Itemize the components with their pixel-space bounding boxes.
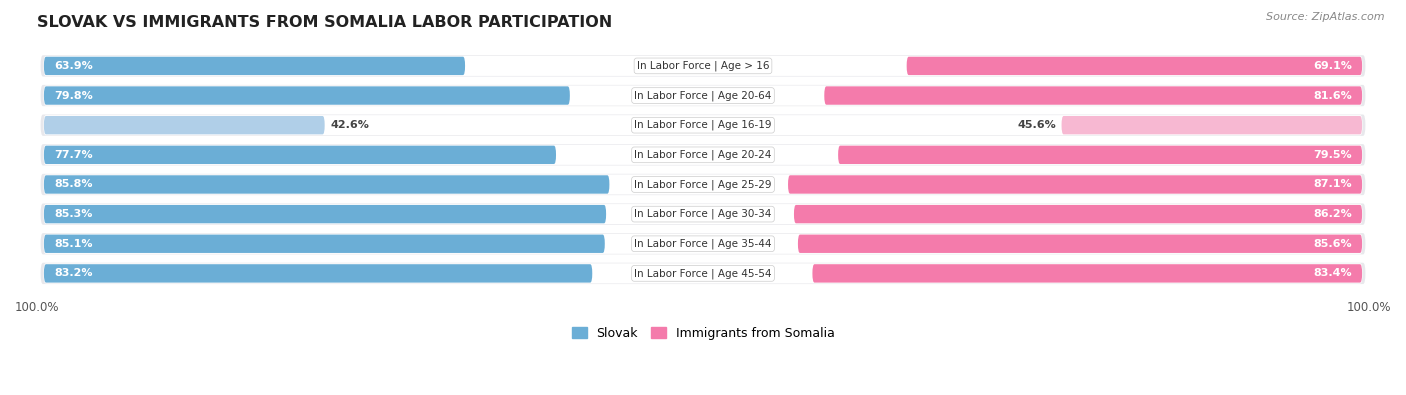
FancyBboxPatch shape <box>44 115 1362 135</box>
Text: 83.4%: 83.4% <box>1313 269 1353 278</box>
FancyBboxPatch shape <box>44 175 1362 194</box>
Text: 83.2%: 83.2% <box>53 269 93 278</box>
FancyBboxPatch shape <box>44 145 1362 165</box>
Text: SLOVAK VS IMMIGRANTS FROM SOMALIA LABOR PARTICIPATION: SLOVAK VS IMMIGRANTS FROM SOMALIA LABOR … <box>37 15 613 30</box>
FancyBboxPatch shape <box>799 235 1362 253</box>
FancyBboxPatch shape <box>41 55 1365 77</box>
FancyBboxPatch shape <box>41 115 1365 136</box>
Text: 42.6%: 42.6% <box>330 120 368 130</box>
FancyBboxPatch shape <box>44 56 1362 76</box>
FancyBboxPatch shape <box>44 85 1362 105</box>
FancyBboxPatch shape <box>41 174 1365 195</box>
Text: In Labor Force | Age > 16: In Labor Force | Age > 16 <box>637 61 769 71</box>
FancyBboxPatch shape <box>41 144 1365 166</box>
FancyBboxPatch shape <box>44 87 569 105</box>
FancyBboxPatch shape <box>41 233 1365 254</box>
FancyBboxPatch shape <box>813 264 1362 282</box>
FancyBboxPatch shape <box>44 234 1362 254</box>
FancyBboxPatch shape <box>41 85 1365 106</box>
FancyBboxPatch shape <box>838 146 1362 164</box>
FancyBboxPatch shape <box>44 175 609 194</box>
Text: 85.6%: 85.6% <box>1313 239 1353 249</box>
Text: In Labor Force | Age 20-24: In Labor Force | Age 20-24 <box>634 150 772 160</box>
Text: In Labor Force | Age 30-34: In Labor Force | Age 30-34 <box>634 209 772 219</box>
Text: 85.1%: 85.1% <box>53 239 93 249</box>
Text: 87.1%: 87.1% <box>1313 179 1353 190</box>
Text: 63.9%: 63.9% <box>53 61 93 71</box>
FancyBboxPatch shape <box>44 263 1362 284</box>
Text: In Labor Force | Age 16-19: In Labor Force | Age 16-19 <box>634 120 772 130</box>
Text: In Labor Force | Age 35-44: In Labor Force | Age 35-44 <box>634 239 772 249</box>
FancyBboxPatch shape <box>44 264 592 282</box>
FancyBboxPatch shape <box>787 175 1362 194</box>
Text: In Labor Force | Age 25-29: In Labor Force | Age 25-29 <box>634 179 772 190</box>
Text: 69.1%: 69.1% <box>1313 61 1353 71</box>
Text: 77.7%: 77.7% <box>53 150 93 160</box>
FancyBboxPatch shape <box>44 57 465 75</box>
FancyBboxPatch shape <box>794 205 1362 223</box>
Text: 85.3%: 85.3% <box>53 209 93 219</box>
Text: 81.6%: 81.6% <box>1313 90 1353 101</box>
Text: 45.6%: 45.6% <box>1018 120 1056 130</box>
FancyBboxPatch shape <box>44 146 555 164</box>
FancyBboxPatch shape <box>44 116 325 134</box>
FancyBboxPatch shape <box>44 235 605 253</box>
Text: In Labor Force | Age 45-54: In Labor Force | Age 45-54 <box>634 268 772 278</box>
FancyBboxPatch shape <box>41 263 1365 284</box>
FancyBboxPatch shape <box>44 205 606 223</box>
Text: 79.8%: 79.8% <box>53 90 93 101</box>
Legend: Slovak, Immigrants from Somalia: Slovak, Immigrants from Somalia <box>567 322 839 345</box>
FancyBboxPatch shape <box>1062 116 1362 134</box>
FancyBboxPatch shape <box>907 57 1362 75</box>
FancyBboxPatch shape <box>824 87 1362 105</box>
FancyBboxPatch shape <box>44 204 1362 224</box>
Text: 85.8%: 85.8% <box>53 179 93 190</box>
Text: Source: ZipAtlas.com: Source: ZipAtlas.com <box>1267 12 1385 22</box>
FancyBboxPatch shape <box>41 203 1365 225</box>
Text: 79.5%: 79.5% <box>1313 150 1353 160</box>
Text: In Labor Force | Age 20-64: In Labor Force | Age 20-64 <box>634 90 772 101</box>
Text: 86.2%: 86.2% <box>1313 209 1353 219</box>
